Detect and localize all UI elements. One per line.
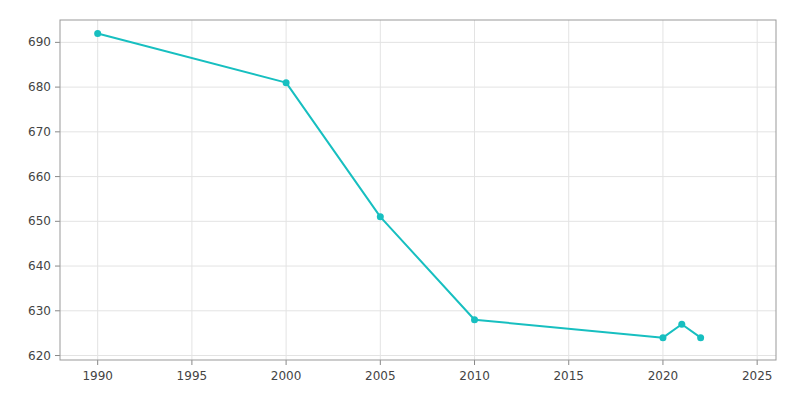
- grid-line-y: [60, 87, 776, 88]
- grid-line-y: [60, 266, 776, 267]
- tick-label-y: 650: [28, 214, 51, 228]
- tick-mark-y: [55, 221, 60, 222]
- grid-line-x: [662, 20, 663, 360]
- chart-container: 1990 1995 2000 2005 2010 2015 2020 2025 620 630 64…: [0, 0, 800, 400]
- tick-mark-x: [662, 360, 663, 365]
- grid-line-x: [191, 20, 192, 360]
- point: [678, 321, 685, 328]
- grid-line-y: [60, 310, 776, 311]
- tick-label-x: 1990: [82, 369, 113, 383]
- tick-mark-y: [55, 87, 60, 88]
- grid-line-x: [568, 20, 569, 360]
- series: [94, 30, 704, 341]
- tick-label-x: 1995: [177, 369, 208, 383]
- tick-mark-x: [191, 360, 192, 365]
- tick-label-y: 690: [28, 35, 51, 49]
- point: [377, 213, 384, 220]
- tick-label-x: 2000: [271, 369, 302, 383]
- point: [94, 30, 101, 37]
- grid: [60, 20, 776, 360]
- tick-label-y: 660: [28, 170, 51, 184]
- line: [98, 33, 701, 337]
- tick-mark-y: [55, 176, 60, 177]
- tick-label-y: 630: [28, 304, 51, 318]
- point: [283, 79, 290, 86]
- tick-label-x: 2015: [553, 369, 584, 383]
- grid-line-y: [60, 355, 776, 356]
- tick-label-y: 620: [28, 349, 51, 363]
- tick-mark-x: [286, 360, 287, 365]
- point: [471, 316, 478, 323]
- tick-mark-x: [757, 360, 758, 365]
- grid-line-y: [60, 176, 776, 177]
- chart-svg: 1990 1995 2000 2005 2010 2015 2020 2025 620 630 64…: [0, 0, 800, 400]
- point: [697, 334, 704, 341]
- tick-mark-y: [55, 355, 60, 356]
- grid-line-y: [60, 221, 776, 222]
- tick-label-x: 2010: [459, 369, 490, 383]
- grid-line-x: [380, 20, 381, 360]
- tick-label-x: 2005: [365, 369, 396, 383]
- grid-line-x: [757, 20, 758, 360]
- tick-label-y: 640: [28, 259, 51, 273]
- point: [659, 334, 666, 341]
- grid-line-y: [60, 42, 776, 43]
- plot-frame: [60, 20, 776, 360]
- tick-label-y: 670: [28, 125, 51, 139]
- tick-mark-y: [55, 42, 60, 43]
- tick-mark-x: [568, 360, 569, 365]
- tick-mark-y: [55, 266, 60, 267]
- tick-label-x: 2025: [742, 369, 773, 383]
- tick-mark-x: [97, 360, 98, 365]
- grid-line-x: [474, 20, 475, 360]
- grid-line-x: [97, 20, 98, 360]
- tick-mark-y: [55, 131, 60, 132]
- tick-mark-y: [55, 310, 60, 311]
- grid-line-y: [60, 131, 776, 132]
- grid-line-x: [286, 20, 287, 360]
- tick-label-y: 680: [28, 80, 51, 94]
- tick-mark-x: [380, 360, 381, 365]
- tick-mark-x: [474, 360, 475, 365]
- axes: 1990 1995 2000 2005 2010 2015 2020 2025 620 630 64…: [28, 35, 772, 383]
- tick-label-x: 2020: [648, 369, 679, 383]
